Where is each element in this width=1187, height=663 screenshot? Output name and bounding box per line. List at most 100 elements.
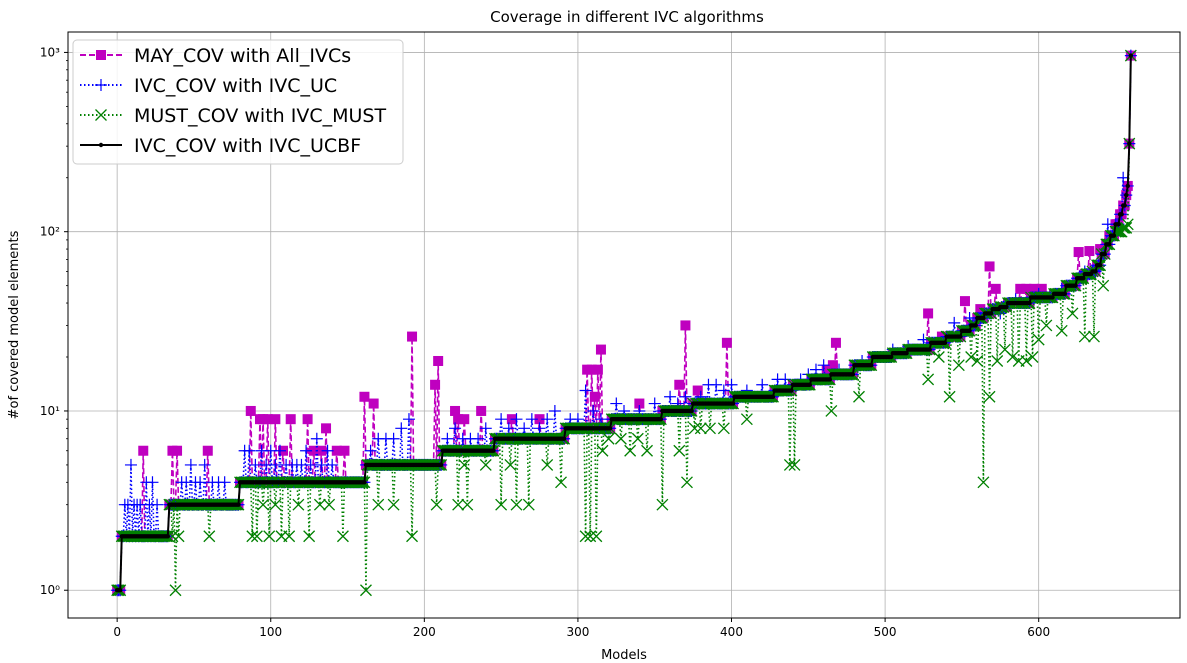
- data-point: [825, 405, 838, 417]
- data-point: [587, 404, 600, 417]
- data-point: [965, 351, 978, 363]
- legend-label: MAY_COV with All_IVCs: [134, 45, 351, 67]
- data-point: [1073, 283, 1078, 288]
- data-point: [807, 382, 813, 387]
- data-point: [439, 462, 444, 468]
- data-point: [359, 391, 370, 402]
- data-point: [923, 308, 934, 319]
- data-point: [98, 142, 104, 148]
- data-point: [321, 444, 334, 457]
- data-point: [407, 331, 418, 342]
- data-point: [402, 413, 415, 426]
- data-point: [495, 498, 508, 511]
- data-point: [664, 390, 677, 403]
- y-axis-label: #of covered model elements: [7, 230, 22, 419]
- y-tick-label: 10⁰: [40, 583, 60, 597]
- data-point: [285, 414, 296, 425]
- data-point: [450, 405, 461, 416]
- data-point: [95, 79, 107, 91]
- data-point: [1055, 324, 1068, 337]
- data-point: [430, 379, 441, 390]
- data-point: [1066, 307, 1079, 320]
- data-point: [304, 458, 317, 471]
- y-tick-label: 10¹: [40, 404, 60, 418]
- data-point: [648, 397, 661, 410]
- data-point: [316, 445, 327, 456]
- data-point: [362, 480, 367, 485]
- data-point: [1027, 300, 1032, 306]
- data-point: [610, 397, 623, 410]
- data-point: [922, 373, 935, 386]
- data-point: [459, 414, 470, 425]
- data-point: [1102, 251, 1107, 257]
- y-tick-label: 10²: [40, 225, 60, 239]
- data-point: [990, 283, 1001, 294]
- legend-label: MUST_COV with IVC_MUST: [134, 105, 386, 127]
- data-point: [269, 498, 282, 511]
- data-point: [441, 432, 454, 445]
- data-point: [245, 405, 256, 416]
- data-point: [302, 414, 313, 425]
- data-point: [725, 378, 738, 391]
- data-point: [430, 498, 443, 511]
- data-point: [300, 444, 313, 457]
- data-point: [1120, 221, 1133, 234]
- data-point: [495, 413, 508, 426]
- data-point: [510, 498, 523, 511]
- data-point: [249, 458, 262, 471]
- data-point: [1125, 183, 1130, 189]
- data-point: [1111, 233, 1117, 238]
- data-point: [631, 432, 644, 445]
- data-point: [869, 363, 874, 368]
- data-point: [461, 498, 474, 511]
- data-point: [688, 422, 701, 435]
- data-point: [1004, 304, 1009, 310]
- data-point: [977, 476, 990, 489]
- data-point: [194, 476, 207, 489]
- data-point: [184, 458, 197, 471]
- data-point: [533, 422, 546, 435]
- data-point: [326, 458, 339, 471]
- data-point: [433, 355, 444, 366]
- data-point: [1078, 330, 1091, 343]
- data-point: [658, 416, 664, 422]
- data-point: [788, 458, 801, 471]
- data-point: [246, 530, 259, 543]
- data-point: [1097, 263, 1103, 268]
- data-point: [783, 458, 796, 471]
- data-point: [692, 385, 703, 396]
- data-point: [595, 344, 606, 355]
- data-point: [406, 530, 419, 543]
- data-point: [789, 388, 794, 393]
- data-point: [263, 530, 276, 543]
- data-point: [308, 445, 319, 456]
- data-point: [203, 530, 216, 543]
- data-point: [889, 354, 894, 360]
- data-point: [590, 530, 603, 543]
- legend-entry: IVC_COV with IVC_UC: [80, 75, 337, 97]
- x-tick-label: 500: [874, 625, 897, 639]
- data-point: [270, 414, 281, 425]
- data-point: [151, 498, 164, 511]
- data-point: [932, 351, 945, 363]
- data-point: [681, 476, 693, 489]
- data-point: [904, 350, 909, 356]
- data-point: [323, 498, 336, 511]
- data-point: [827, 360, 838, 371]
- data-point: [1116, 222, 1121, 227]
- data-point: [169, 584, 182, 597]
- data-point: [607, 426, 613, 431]
- data-point: [262, 414, 273, 425]
- data-point: [449, 422, 462, 435]
- data-point: [476, 405, 487, 416]
- data-point: [948, 316, 961, 329]
- x-tick-label: 100: [259, 625, 282, 639]
- data-point: [717, 384, 730, 397]
- data-point: [943, 390, 956, 403]
- data-point: [704, 422, 716, 435]
- data-point: [236, 502, 241, 507]
- data-point: [983, 390, 996, 403]
- data-point: [579, 530, 592, 543]
- data-point: [1097, 279, 1110, 292]
